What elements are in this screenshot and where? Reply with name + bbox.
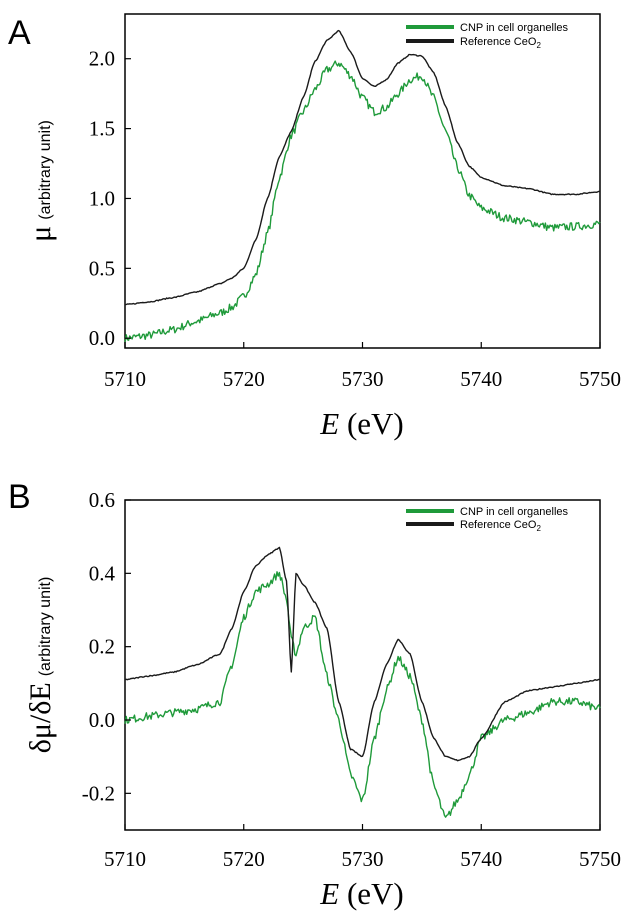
panel-b-y-axis: -0.2 0.0 0.2 0.4 0.6 xyxy=(82,488,131,805)
y-tick-label: 0.6 xyxy=(89,488,115,512)
x-tick-label: 5740 xyxy=(460,847,502,871)
panel-a-y-axis: 0.0 0.5 1.0 1.5 2.0 xyxy=(89,47,131,350)
y-tick-label: 1.0 xyxy=(89,186,115,210)
x-tick-label: 5750 xyxy=(579,367,621,391)
panel-b-x-axis: 5710 5720 5730 5740 5750 xyxy=(104,824,621,871)
legend-a-label-cnp: CNP in cell organelles xyxy=(460,22,569,34)
y-tick-label: 0.0 xyxy=(89,326,115,350)
legend-b-label-ref: Reference CeO2 xyxy=(460,519,541,533)
x-tick-label: 5720 xyxy=(223,847,265,871)
y-tick-label: 1.5 xyxy=(89,117,115,141)
panel-b-y-label: δμ/δE(arbitrary unit) xyxy=(24,577,57,754)
x-tick-label: 5740 xyxy=(460,367,502,391)
y-tick-label: 0.4 xyxy=(89,561,116,585)
legend-b-label-cnp: CNP in cell organelles xyxy=(460,506,569,518)
x-tick-label: 5710 xyxy=(104,847,146,871)
panel-a-series xyxy=(124,29,601,343)
panel-b-series xyxy=(124,546,601,818)
x-tick-label: 5730 xyxy=(342,367,384,391)
y-tick-label: 0.0 xyxy=(89,708,115,732)
legend-a-label-ref: Reference CeO2 xyxy=(460,36,541,50)
panel-a-x-label: E (eV) xyxy=(319,406,403,441)
series-line-reference-b xyxy=(124,546,600,762)
panel-a-frame xyxy=(124,13,601,349)
panel-b-letter: B xyxy=(8,478,31,516)
panel-b: B 5710 5720 5730 5740 5750 -0.20.00.20.40.6 … xyxy=(8,478,621,911)
panel-a-letter: A xyxy=(8,14,31,52)
x-tick-label: 5730 xyxy=(342,847,384,871)
series-line-cnp-b xyxy=(124,571,601,818)
panel-b-x-label: E (eV) xyxy=(319,876,403,911)
y-tick-label: 2.0 xyxy=(89,47,115,71)
panel-a-y-label: μ(arbitrary unit) xyxy=(24,120,57,242)
x-tick-label: 5750 xyxy=(579,847,621,871)
y-tick-label: 0.2 xyxy=(89,635,115,659)
series-line-cnp-a xyxy=(124,60,601,343)
series-line-reference-a xyxy=(124,29,601,306)
panel-a: A 5710 5720 5730 5740 5750 0.0 0.5 1.0 1.5 2.0 C… xyxy=(8,13,621,441)
panel-a-x-axis: 5710 5720 5730 5740 5750 xyxy=(104,342,621,391)
x-tick-label: 5720 xyxy=(223,367,265,391)
y-tick-label: 0.5 xyxy=(89,256,115,280)
y-tick-label: -0.2 xyxy=(82,781,115,805)
x-tick-label: 5710 xyxy=(104,367,146,391)
